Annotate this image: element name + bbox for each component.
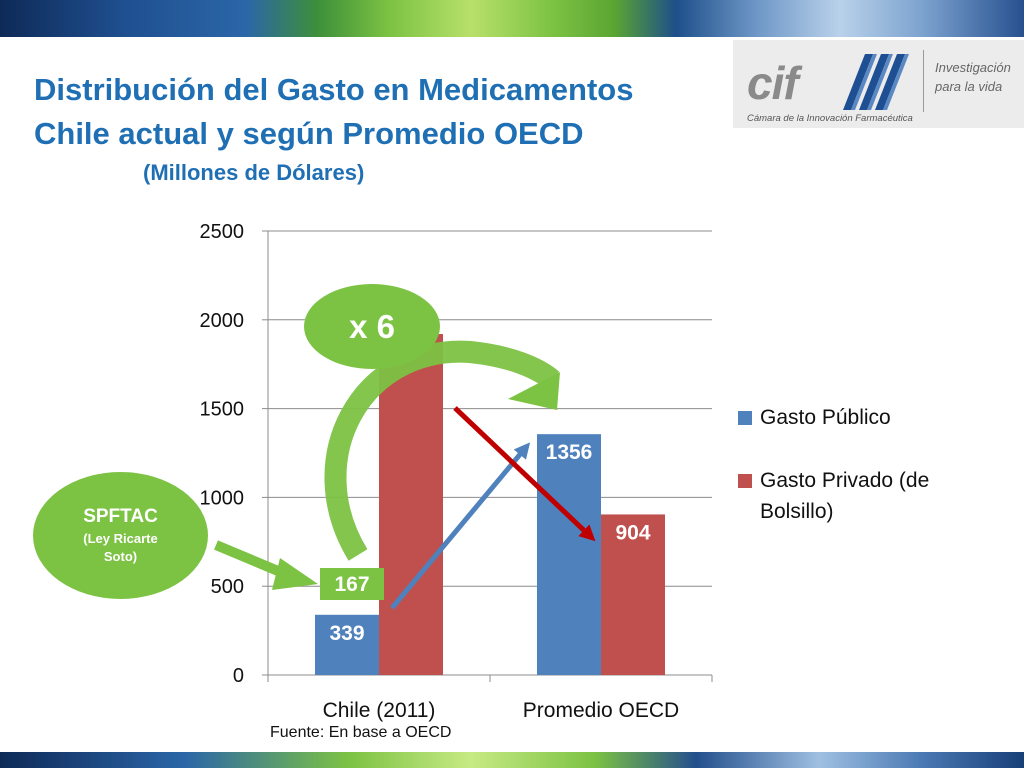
title-line-1: Distribución del Gasto en Medicamentos (34, 72, 634, 107)
logo-subline: Cámara de la Innovación Farmacéutica (747, 113, 913, 124)
data-label: 339 (329, 622, 364, 645)
chart-legend: Gasto Público Gasto Privado (de Bolsillo… (738, 402, 980, 559)
private-decrease-arrow (453, 406, 596, 542)
cif-logo: cif Investigación para la vida Cámara de… (733, 40, 1024, 128)
logo-tagline: Investigación para la vida (935, 58, 1011, 96)
title-line-2: Chile actual y según Promedio OECD (34, 116, 584, 151)
spftac-title: SPFTAC (83, 506, 158, 527)
bar-publico-1 (537, 434, 601, 675)
bottom-decorative-band (0, 752, 1024, 768)
public-increase-arrow (390, 442, 531, 610)
curved-growth-arrow (324, 340, 560, 561)
spftac-value-box (320, 568, 384, 600)
legend-swatch-publico (738, 411, 752, 425)
spftac-arrowhead (272, 558, 318, 590)
y-tick-label: 2500 (200, 221, 245, 243)
slide-title: Distribución del Gasto en Medicamentos C… (34, 68, 633, 156)
x-tick-label: Promedio OECD (523, 699, 679, 722)
bar-privado-0 (379, 334, 443, 675)
legend-swatch-privado (738, 474, 752, 488)
y-tick-label: 0 (233, 665, 244, 687)
source-note: Fuente: En base a OECD (270, 724, 452, 741)
logo-tagline-1: Investigación (935, 60, 1011, 75)
bar-privado-1 (601, 514, 665, 675)
data-label: 1356 (546, 441, 593, 464)
curved-growth-arrowhead (508, 372, 560, 410)
legend-label-publico: Gasto Público (760, 406, 891, 429)
spftac-note: (Ley Ricarte Soto) (83, 531, 158, 564)
bar-publico-0 (315, 614, 379, 675)
logo-stripes-icon (843, 54, 909, 110)
y-tick-label: 2000 (200, 310, 245, 332)
legend-item-publico: Gasto Público (738, 402, 980, 433)
legend-item-privado: Gasto Privado (de Bolsillo) (738, 465, 980, 527)
logo-wordmark: cif (747, 57, 799, 109)
slide-subtitle: (Millones de Dólares) (143, 160, 365, 185)
y-tick-label: 1000 (200, 487, 245, 509)
data-label: 904 (615, 521, 650, 544)
x-tick-label: Chile (2011) (323, 699, 436, 722)
logo-tagline-2: para la vida (935, 79, 1003, 94)
spftac-value-label: 167 (334, 573, 369, 596)
multiplier-callout: x 6 (304, 284, 440, 369)
logo-separator (923, 50, 924, 112)
legend-label-privado: Gasto Privado (de Bolsillo) (760, 469, 930, 523)
spftac-callout: SPFTAC (Ley Ricarte Soto) (33, 472, 208, 599)
top-decorative-band (0, 0, 1024, 37)
y-tick-label: 1500 (200, 399, 245, 421)
y-tick-label: 500 (211, 576, 244, 598)
